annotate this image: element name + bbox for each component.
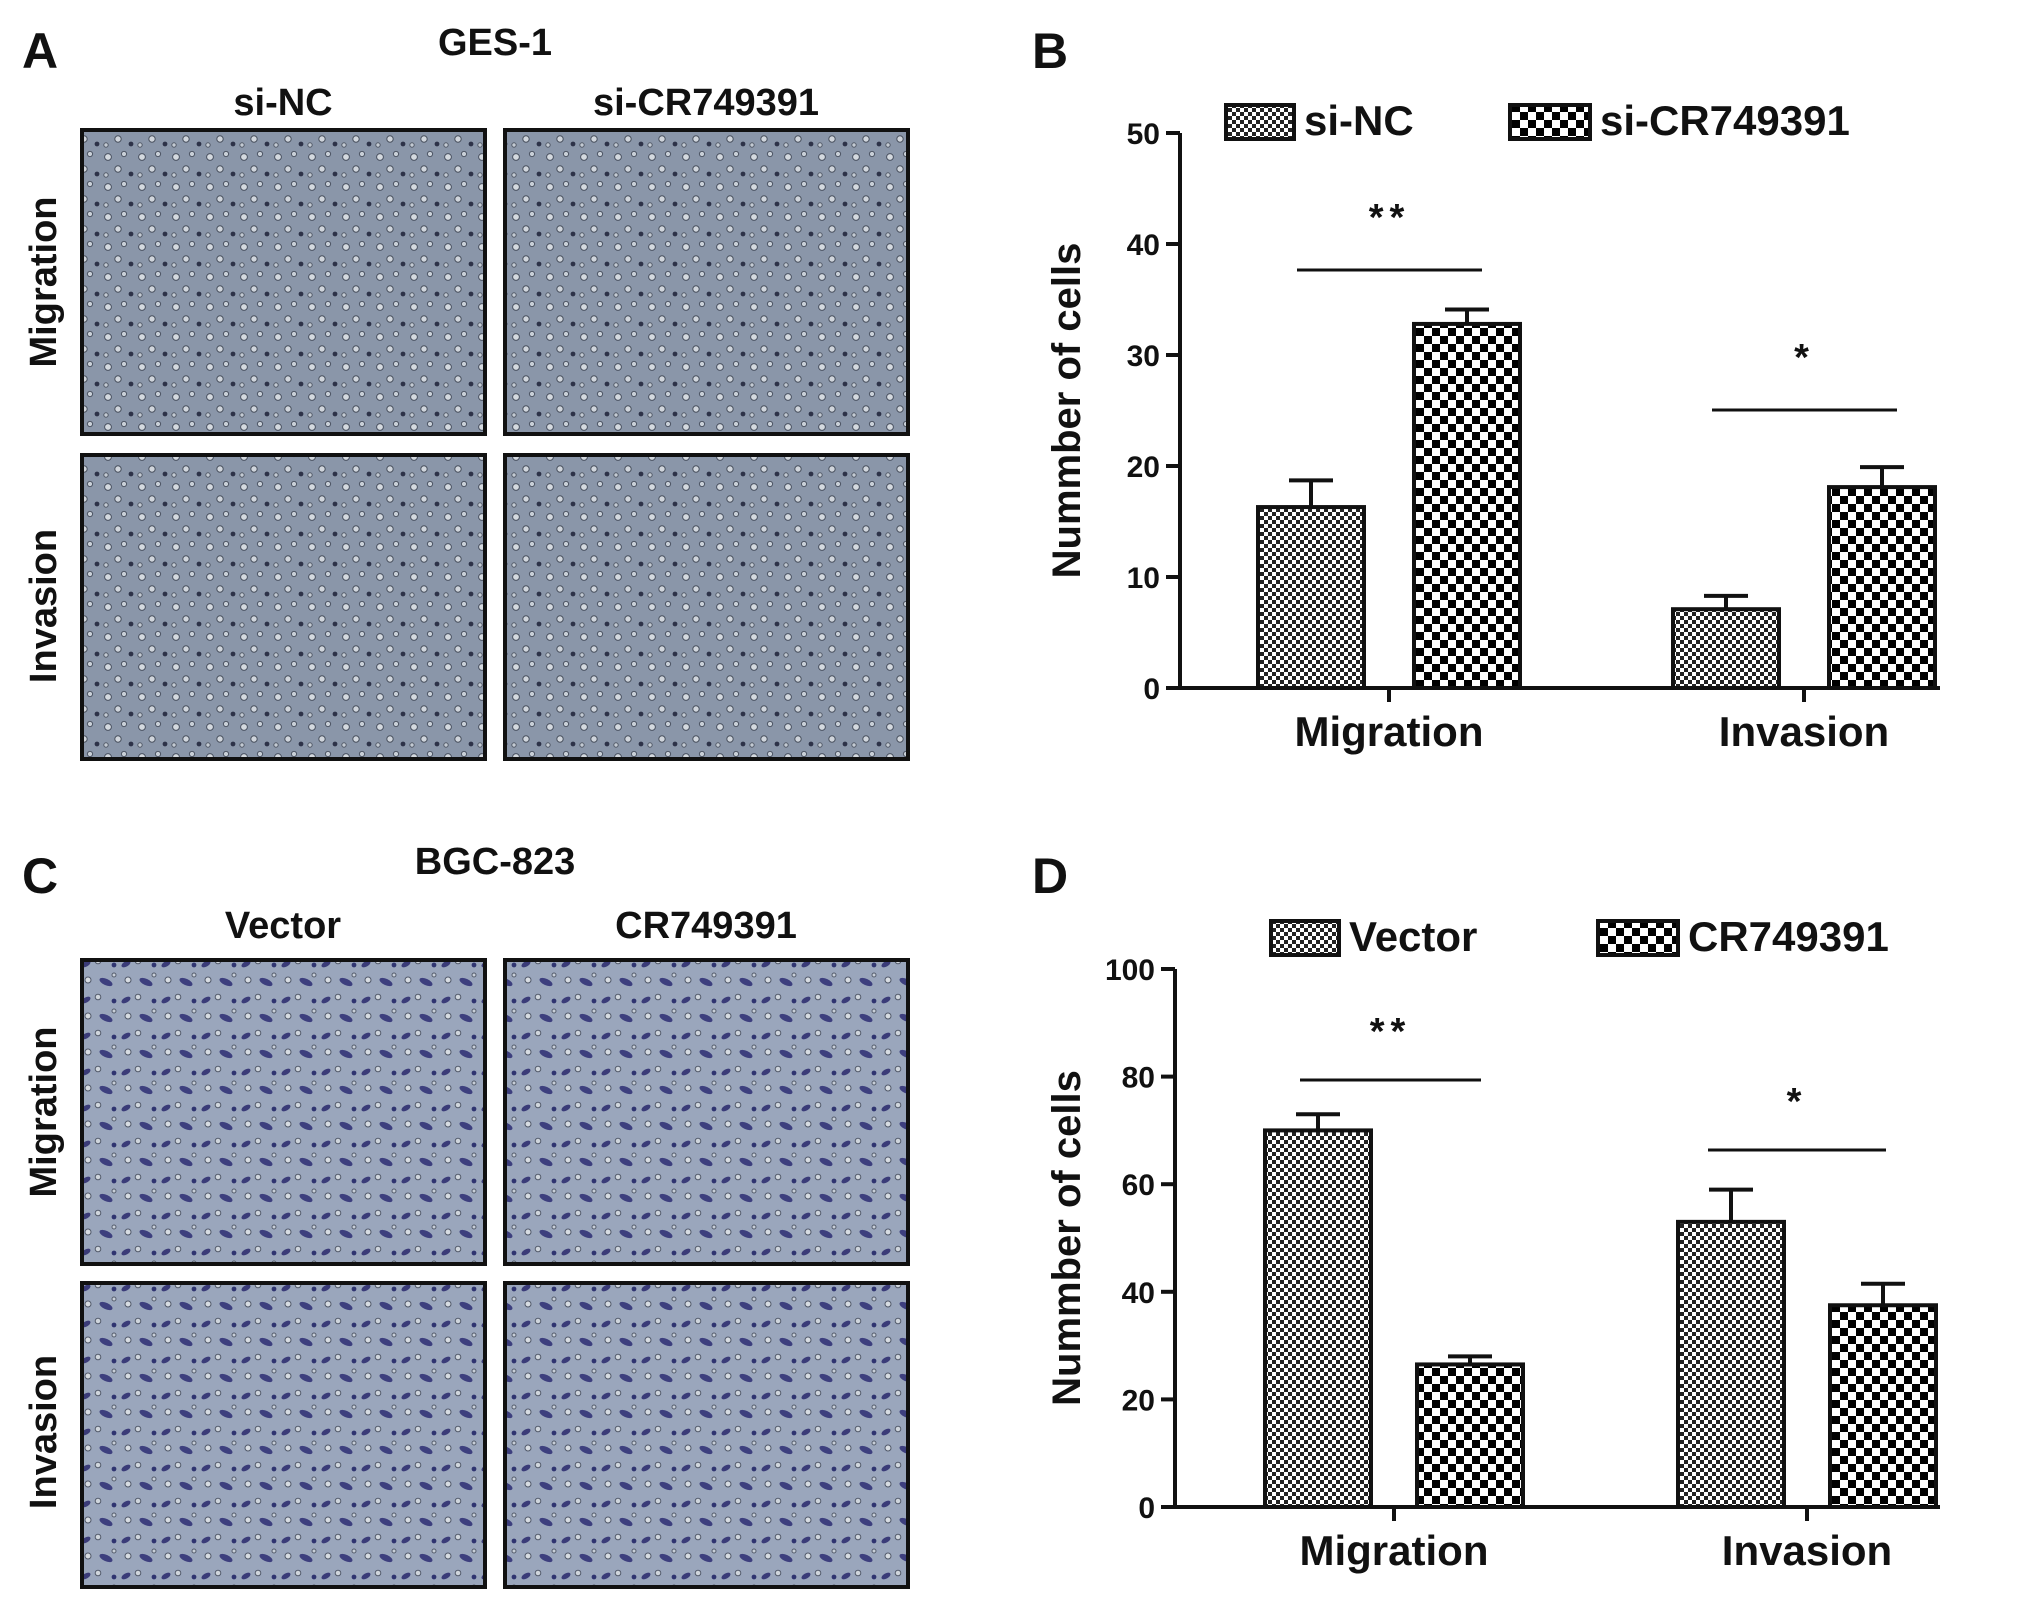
x-tick-label: Invasion: [1722, 1527, 1892, 1574]
y-tick-label: 100: [1105, 954, 1155, 987]
legend-label: Vector: [1349, 913, 1477, 960]
significance-label: **: [1370, 1011, 1412, 1053]
y-axis-label: Nummber of cells: [1045, 243, 1089, 579]
micrograph-image: [503, 1281, 910, 1589]
bar: [1827, 485, 1937, 690]
bar: [1263, 1128, 1373, 1510]
bar: [1828, 1303, 1938, 1509]
y-tick-label: 50: [1127, 118, 1160, 151]
y-tick-label: 10: [1127, 562, 1160, 595]
panel-b-letter: B: [1032, 23, 1068, 79]
bar: [1415, 1362, 1525, 1510]
y-tick-label: 20: [1127, 451, 1160, 484]
x-tick-label: Migration: [1300, 1527, 1489, 1574]
y-tick-label: 60: [1122, 1169, 1155, 1202]
panel-a-column-label-1: si-NC: [233, 82, 332, 124]
y-tick-label: 0: [1143, 673, 1160, 706]
y-tick-label: 0: [1138, 1492, 1155, 1525]
panel-a-row-label-2: Invasion: [23, 529, 65, 683]
y-axis-label: Nummber of cells: [1045, 1070, 1089, 1406]
panel-c-column-label-1: Vector: [225, 905, 341, 947]
bar: [1256, 505, 1366, 690]
legend-swatch: [1596, 919, 1680, 957]
panel-a-cell-line: GES-1: [438, 22, 552, 64]
micrograph-image: [503, 128, 910, 436]
panel-a-row-label-1: Migration: [23, 197, 65, 368]
y-tick-label: 20: [1122, 1384, 1155, 1417]
significance-label: *: [1794, 337, 1815, 379]
panel-d-letter: D: [1032, 848, 1068, 904]
y-tick-label: 80: [1122, 1062, 1155, 1095]
legend-label: si-CR749391: [1600, 97, 1850, 144]
y-tick-label: 30: [1127, 340, 1160, 373]
micrograph-image: [80, 453, 487, 761]
micrograph-image: [80, 958, 487, 1266]
panel-a-letter: A: [22, 23, 58, 79]
panel-a-column-label-2: si-CR749391: [593, 82, 819, 124]
bar: [1412, 321, 1522, 690]
legend-swatch: [1224, 103, 1296, 141]
micrograph-image: [80, 1281, 487, 1589]
significance-label: **: [1369, 197, 1411, 239]
bar: [1676, 1219, 1786, 1509]
panel-c-letter: C: [22, 848, 58, 904]
panel-a: A GES-1 si-NC si-CR749391 Migration Inva…: [22, 22, 910, 761]
legend-label: si-NC: [1304, 97, 1414, 144]
panel-c: C BGC-823 Vector CR749391 Migration Inva…: [22, 841, 910, 1589]
panel-c-row-label-1: Migration: [23, 1027, 65, 1198]
y-tick-label: 40: [1122, 1277, 1155, 1310]
micrograph-image: [80, 128, 487, 436]
micrograph-image: [503, 958, 910, 1266]
bar: [1671, 607, 1781, 690]
panel-c-column-label-2: CR749391: [615, 905, 797, 947]
chart-b: B 0 10 20 30 40 50 Nummber of cells Migration Inv…: [1032, 23, 1940, 755]
chart-d: D 0 20 40 60 80 100 Nummber of cells Migration In…: [1032, 848, 1940, 1574]
legend-swatch: [1269, 919, 1341, 957]
x-tick-label: Migration: [1295, 708, 1484, 755]
y-tick-label: 40: [1127, 229, 1160, 262]
micrograph-image: [503, 453, 910, 761]
panel-c-row-label-2: Invasion: [23, 1355, 65, 1509]
x-tick-label: Invasion: [1719, 708, 1889, 755]
significance-label: *: [1787, 1081, 1808, 1123]
legend-label: CR749391: [1688, 913, 1889, 960]
panel-c-cell-line: BGC-823: [415, 841, 576, 883]
legend-swatch: [1508, 103, 1592, 141]
